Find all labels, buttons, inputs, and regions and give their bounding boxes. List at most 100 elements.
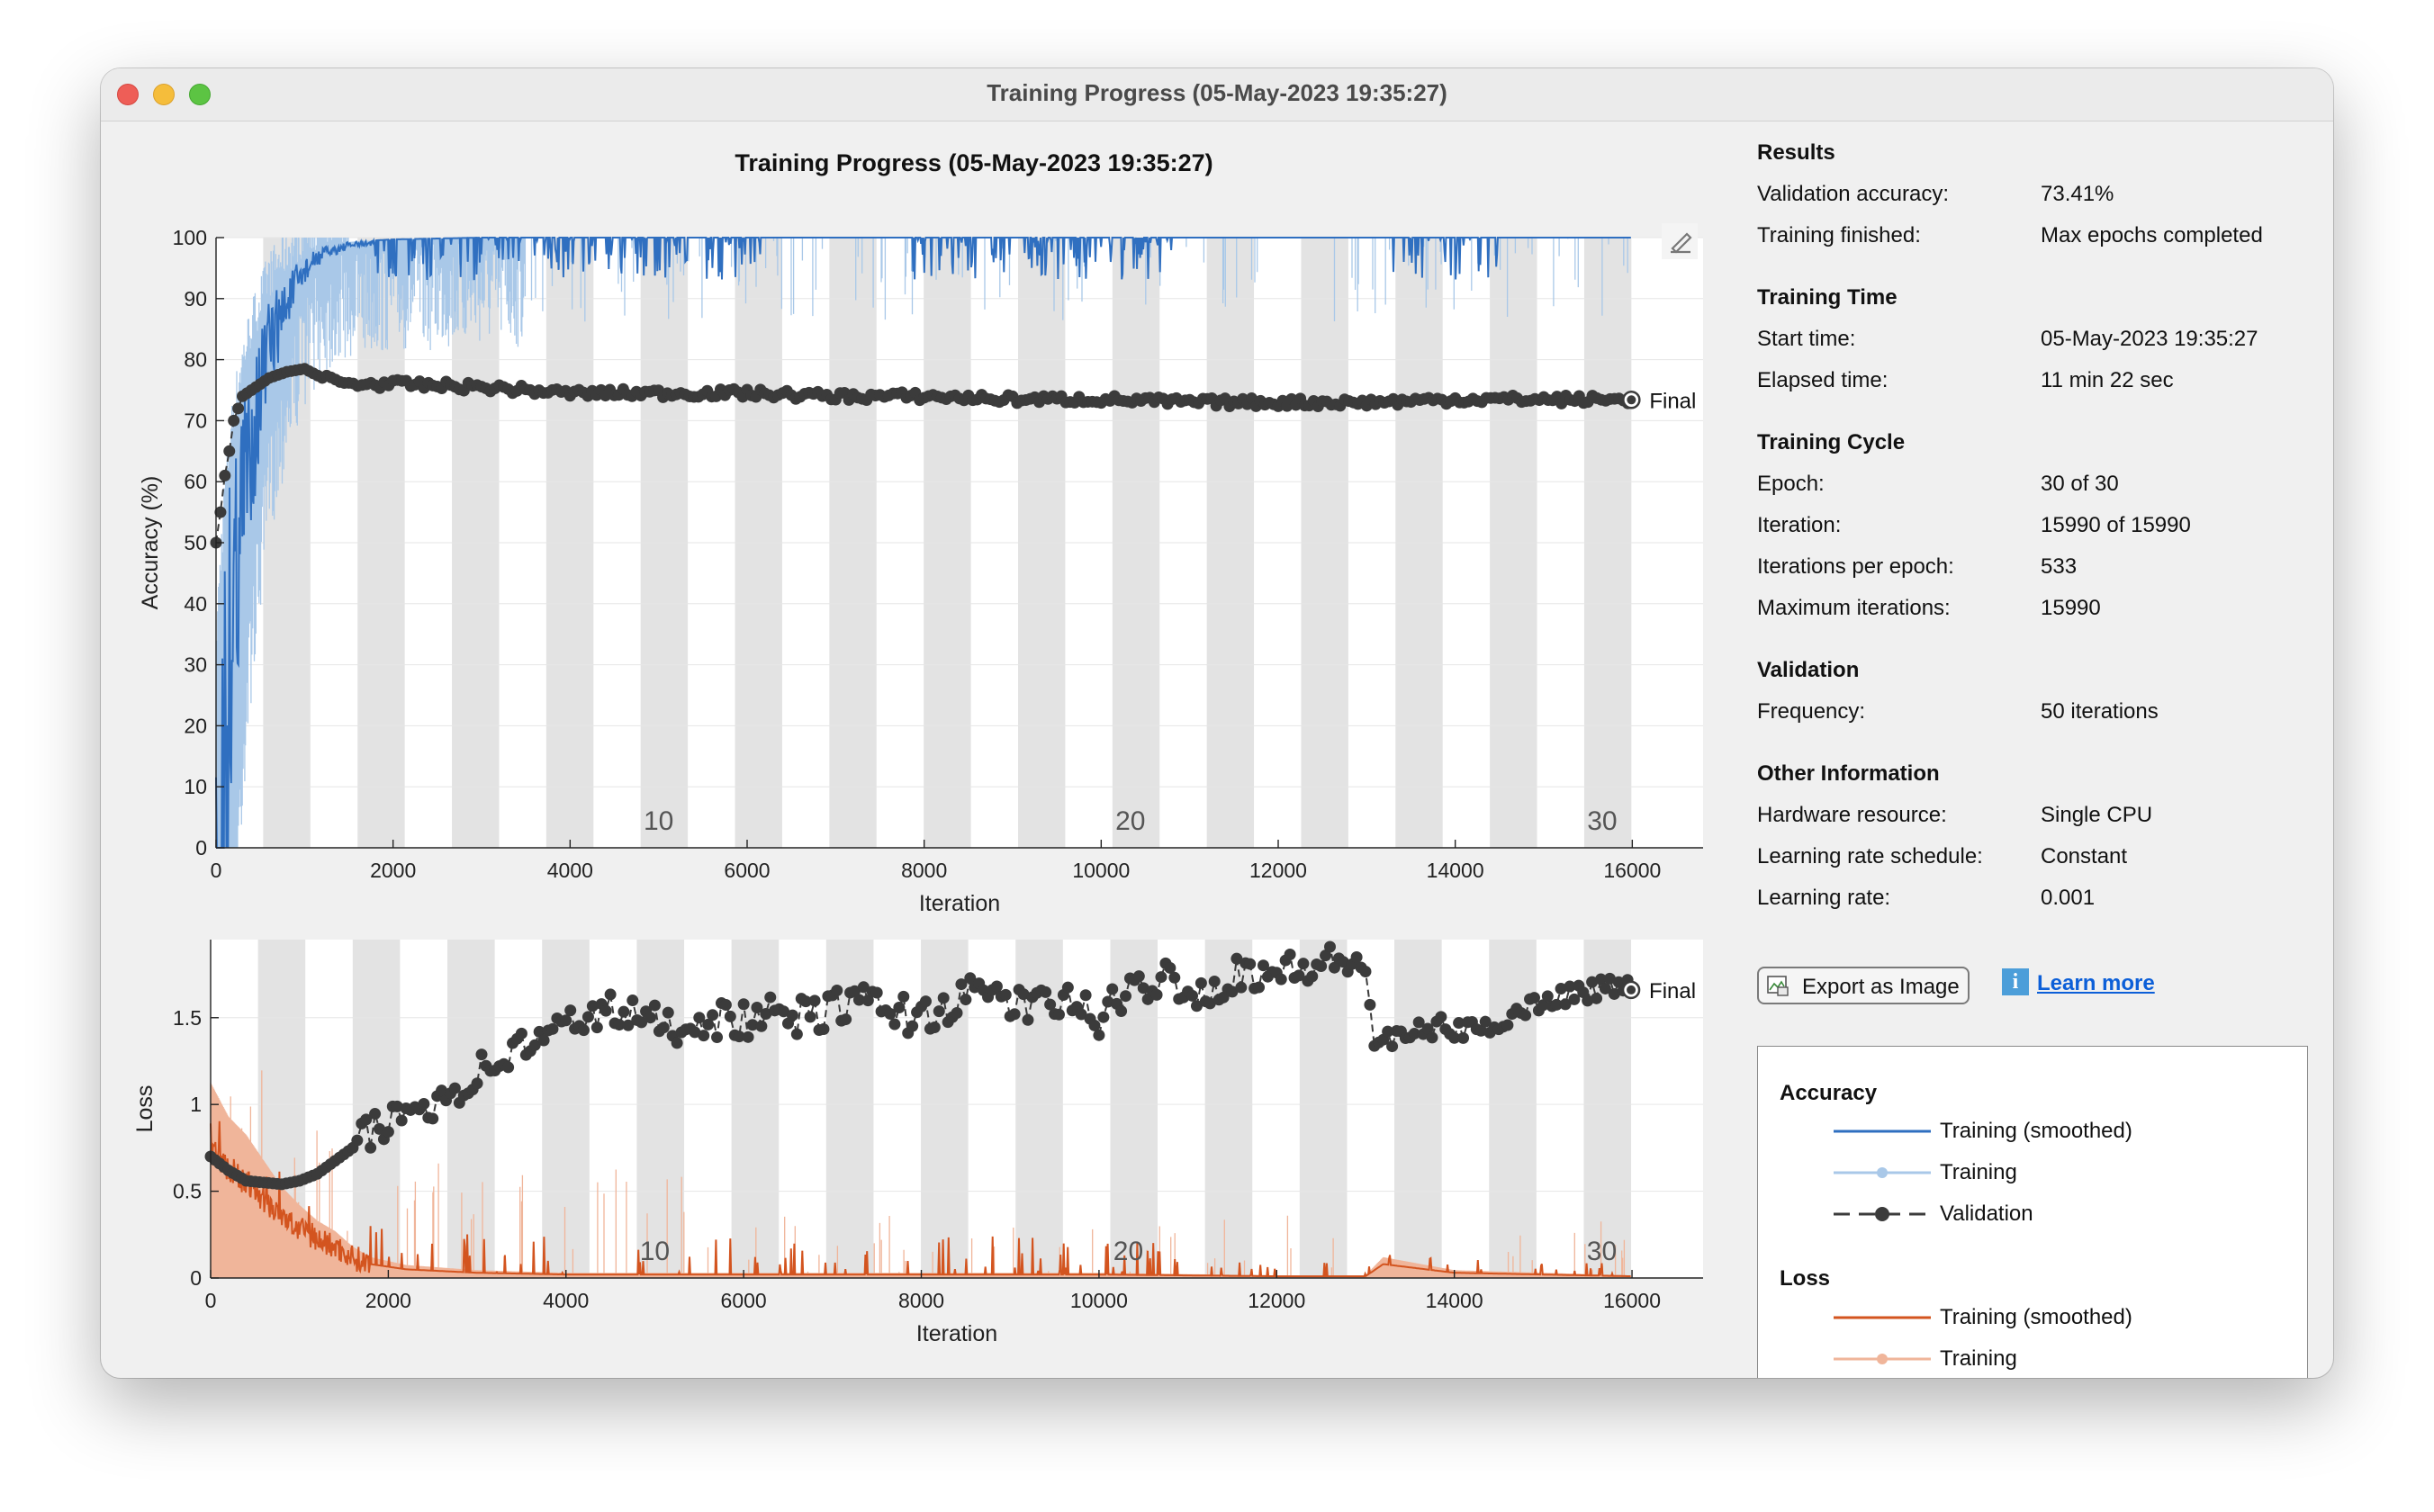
validation-point: [1591, 992, 1603, 1004]
validation-point: [537, 1034, 550, 1047]
validation-point: [382, 1126, 394, 1138]
validation-point: [546, 1022, 559, 1035]
validation-point: [831, 985, 843, 997]
x-axis-label: Iteration: [916, 1321, 997, 1346]
legend-loss-training-label: Training: [1940, 1346, 2017, 1371]
x-axis-label: Iteration: [919, 891, 1000, 916]
validation-point: [1203, 997, 1216, 1010]
validation-point: [1328, 961, 1340, 974]
validation-point: [955, 978, 968, 991]
validation-point: [764, 991, 777, 1004]
final-label: Final: [1649, 979, 1696, 1004]
validation-point: [604, 988, 617, 1001]
validation-point: [1479, 1015, 1492, 1028]
validation-point: [990, 980, 1003, 993]
validation-point: [657, 1022, 670, 1034]
legend-loss-smoothed-label: Training (smoothed): [1940, 1305, 2132, 1329]
zoom-button[interactable]: [189, 84, 211, 105]
validation-point: [232, 402, 245, 415]
hardware-resource-value: Single CPU: [2041, 803, 2153, 827]
validation-point: [475, 1048, 488, 1061]
validation-point: [1297, 958, 1310, 970]
other-information-header: Other Information: [1757, 761, 1940, 786]
validation-point: [964, 972, 977, 985]
validation-point: [1320, 950, 1332, 962]
validation-point: [560, 1014, 572, 1027]
validation-point: [702, 1018, 715, 1030]
y-axis-label: Loss: [132, 1085, 158, 1133]
validation-point: [1457, 1031, 1470, 1044]
close-button[interactable]: [117, 84, 139, 105]
validation-point: [1541, 990, 1554, 1003]
x-tick-label: 14000: [1427, 859, 1484, 882]
iterations-per-epoch-value: 533: [2041, 554, 2078, 579]
learning-rate-label: Learning rate:: [1757, 886, 1891, 910]
validation-point: [369, 1108, 382, 1120]
minimize-button[interactable]: [153, 84, 175, 105]
validation-point: [1115, 1005, 1128, 1018]
validation-point: [1052, 1008, 1065, 1021]
validation-point: [1595, 973, 1608, 986]
validation-point: [937, 992, 950, 1004]
validation-point: [586, 1000, 599, 1012]
validation-point: [391, 1100, 403, 1112]
frequency-value: 50 iterations: [2041, 699, 2159, 724]
validation-point: [746, 1019, 759, 1031]
plot-title: Training Progress (05-May-2023 19:35:27): [735, 149, 1213, 176]
validation-point: [928, 1021, 941, 1033]
validation-point: [1155, 971, 1167, 984]
validation-point: [1537, 999, 1549, 1012]
validation-point: [1608, 987, 1620, 1000]
legend-accuracy-training-label: Training: [1940, 1160, 2017, 1184]
maximum-iterations-label: Maximum iterations:: [1757, 596, 1951, 620]
export-as-image-button[interactable]: Export as Image: [1757, 967, 1970, 1004]
validation-point: [648, 999, 661, 1012]
validation-point: [578, 1024, 590, 1037]
validation-point: [1564, 980, 1576, 993]
validation-accuracy-label: Validation accuracy:: [1757, 182, 1949, 206]
validation-point: [698, 1030, 710, 1042]
epoch-label: 10: [644, 806, 673, 836]
y-tick-label: 60: [184, 470, 207, 493]
validation-point: [1186, 989, 1199, 1002]
x-tick-label: 6000: [721, 1289, 767, 1312]
epoch-band: [1299, 940, 1348, 1278]
validation-point: [1061, 981, 1074, 994]
x-tick-label: 8000: [901, 859, 947, 882]
x-tick-label: 2000: [370, 859, 416, 882]
legend-loss-smoothed-swatch: [1834, 1316, 1931, 1319]
training-cycle-header: Training Cycle: [1757, 430, 1906, 454]
x-tick-label: 12000: [1249, 859, 1307, 882]
y-tick-label: 20: [184, 714, 207, 737]
x-tick-label: 4000: [543, 1289, 589, 1312]
validation-point: [360, 1113, 373, 1126]
validation-point: [849, 985, 861, 997]
validation-point: [808, 994, 821, 1007]
validation-point: [1555, 983, 1567, 995]
axes-toolbar-icon[interactable]: [1662, 223, 1698, 259]
validation-point: [1426, 1031, 1438, 1044]
learn-more-link[interactable]: Learn more: [2037, 971, 2155, 995]
validation-point: [755, 1020, 768, 1032]
hardware-resource-label: Hardware resource:: [1757, 803, 1947, 827]
y-tick-label: 70: [184, 409, 207, 432]
validation-point: [1168, 971, 1181, 984]
frequency-label: Frequency:: [1757, 699, 1866, 724]
x-tick-label: 6000: [724, 859, 770, 882]
validation-point: [622, 1019, 635, 1031]
validation-point: [564, 1004, 577, 1017]
validation-point: [1244, 958, 1257, 970]
validation-point: [778, 1005, 790, 1018]
validation-point: [1008, 1008, 1021, 1021]
maximum-iterations-value: 15990: [2041, 596, 2101, 620]
legend-loss-header: Loss: [1780, 1266, 1831, 1291]
validation-point: [751, 1002, 763, 1014]
learning-rate-value: 0.001: [2041, 886, 2096, 910]
y-tick-label: 0.5: [173, 1180, 202, 1203]
loss-training-smoothed: [210, 1120, 1631, 1278]
epoch-band: [1489, 940, 1537, 1278]
x-tick-label: 16000: [1603, 859, 1661, 882]
validation-point: [528, 1039, 541, 1051]
